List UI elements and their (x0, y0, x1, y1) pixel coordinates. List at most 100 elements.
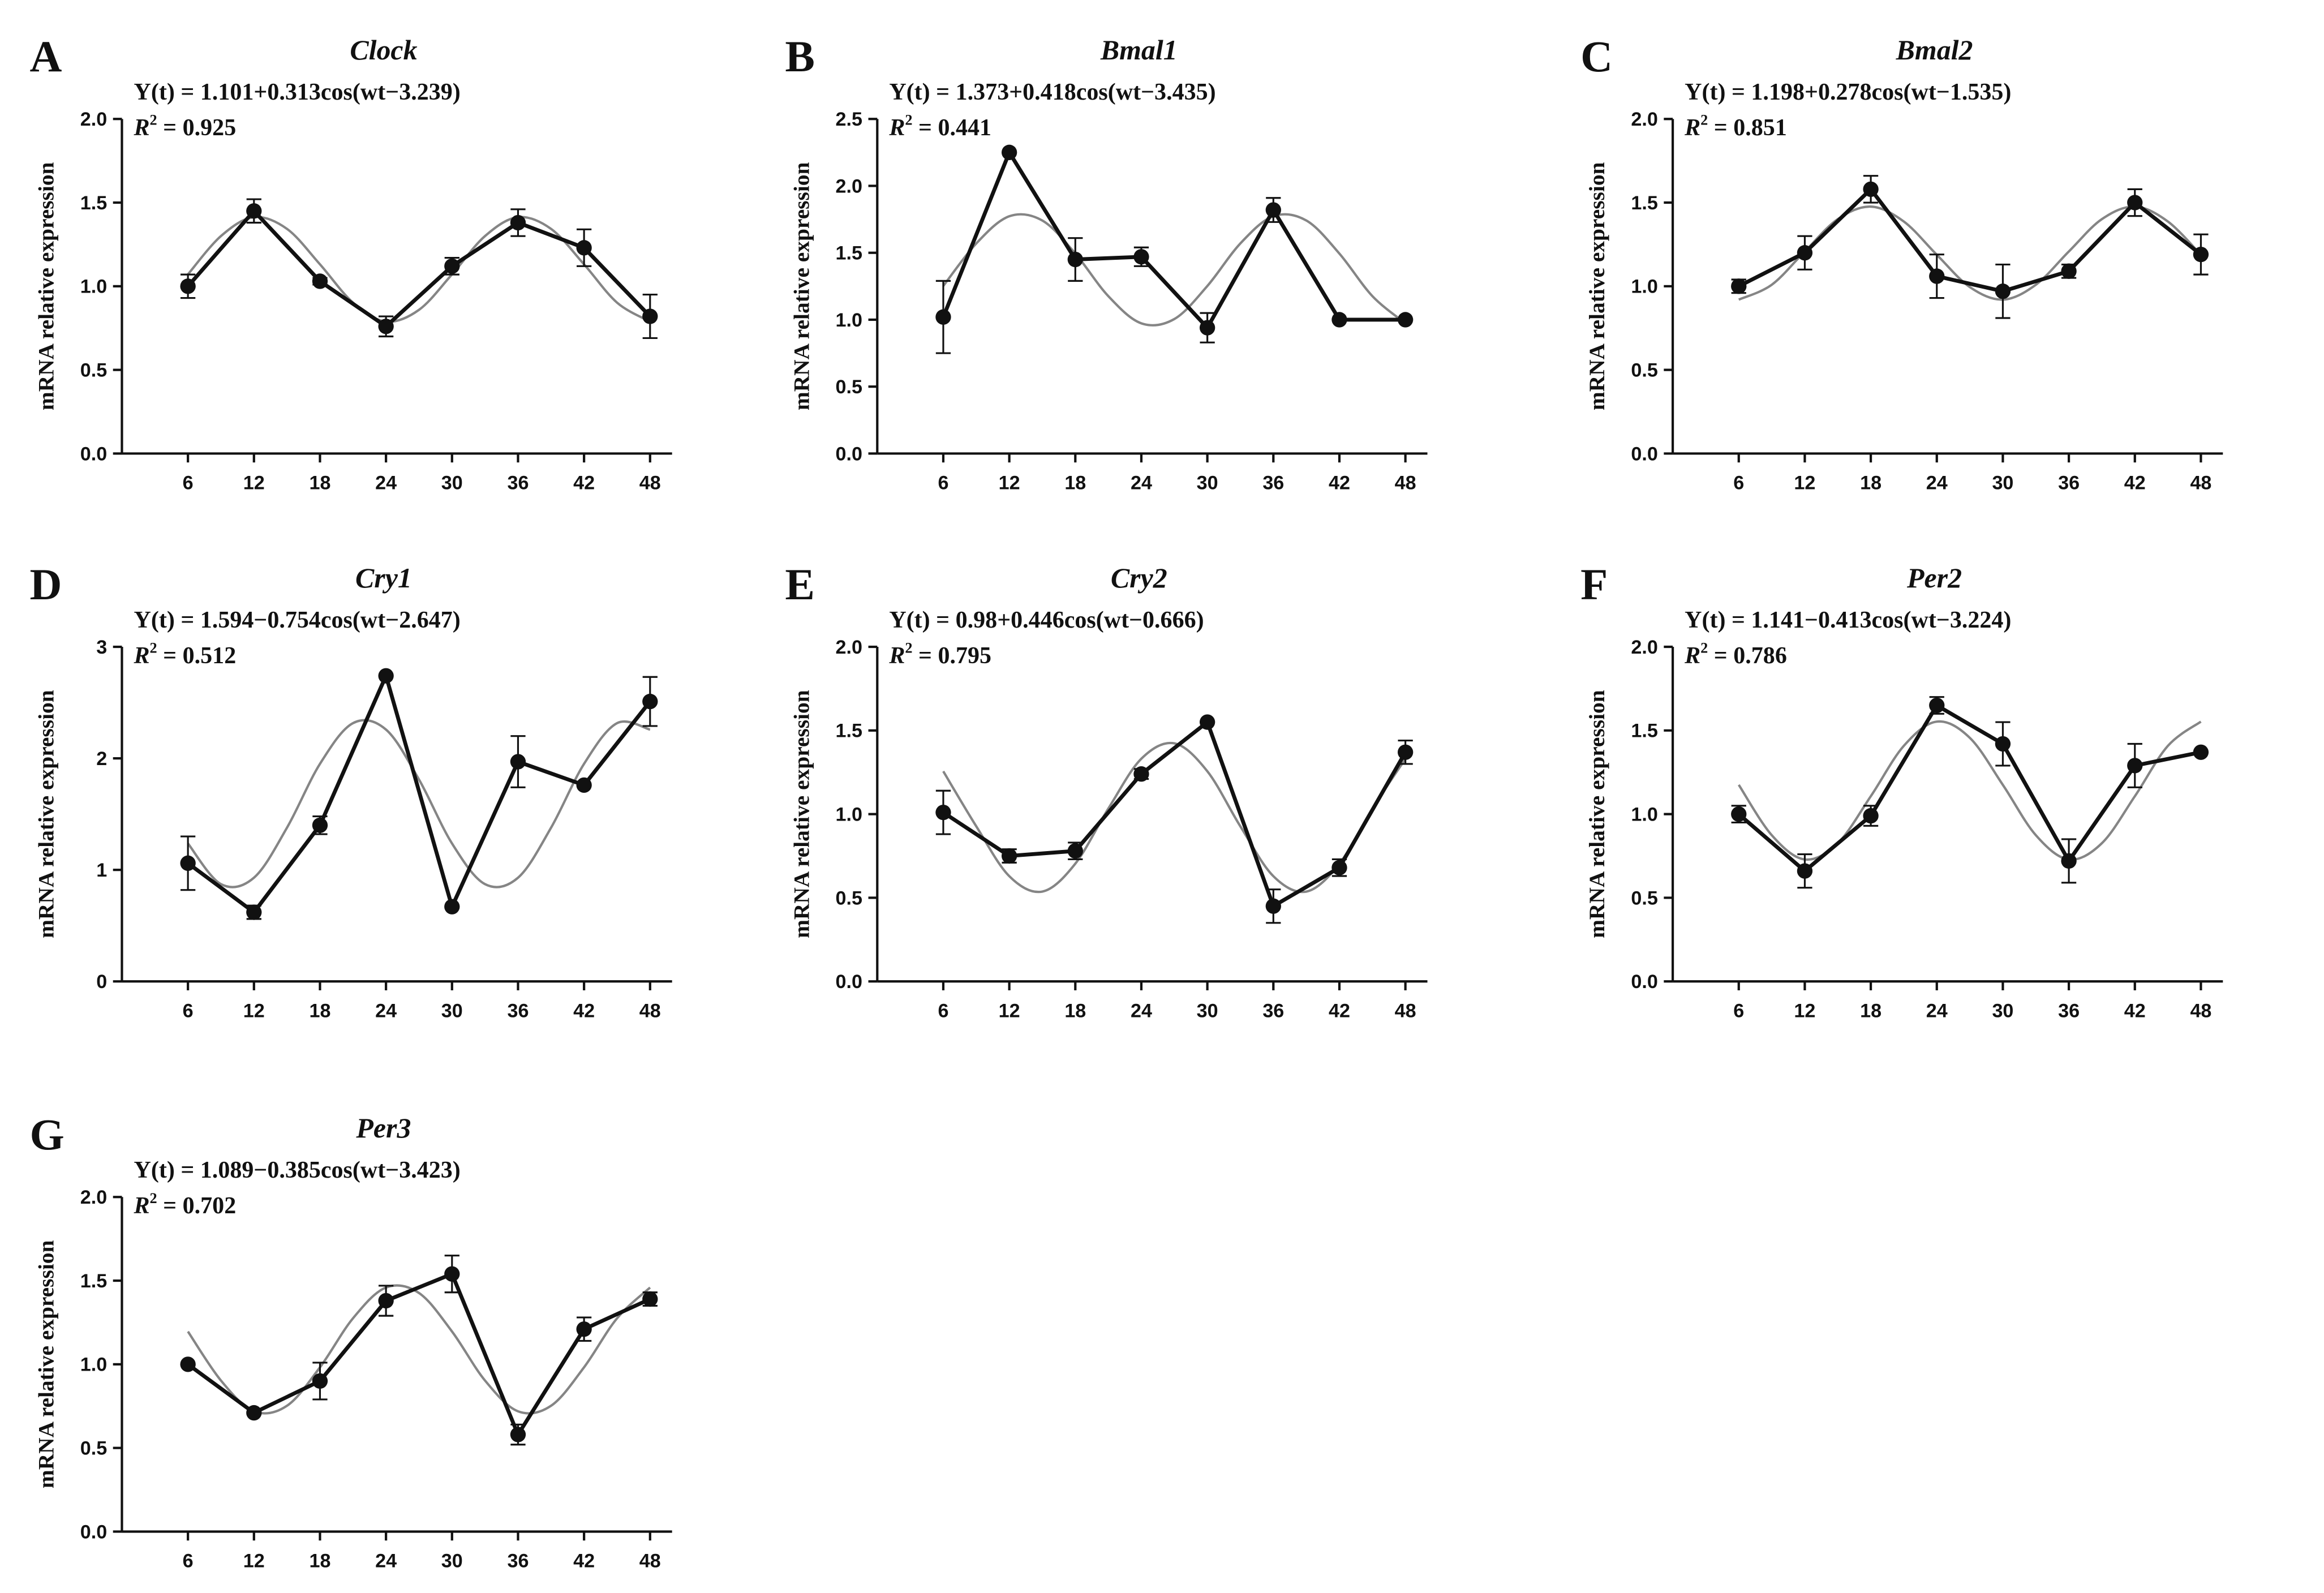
r-symbol: R (133, 115, 149, 141)
y-tick-label: 0.0 (836, 971, 862, 993)
x-tick-label: 42 (2124, 1000, 2146, 1021)
data-point (312, 273, 328, 289)
y-tick-label: 0.5 (1631, 887, 1657, 909)
r-exponent: 2 (150, 112, 157, 128)
data-point (1397, 744, 1414, 760)
x-tick-label: 12 (243, 1000, 265, 1021)
r-exponent: 2 (150, 640, 157, 656)
y-tick-label: 2.0 (80, 1187, 107, 1208)
x-tick-label: 42 (1329, 472, 1350, 493)
data-point (1199, 714, 1215, 730)
data-line (1737, 702, 2202, 874)
x-tick-label: 36 (2058, 1000, 2080, 1021)
r-squared: R2 = 0.512 (133, 640, 236, 669)
equation: Y(t) = 1.198+0.278cos(wt−1.535) (1685, 79, 2011, 105)
r-value: = 0.786 (1708, 643, 1787, 669)
x-tick-label: 30 (441, 1000, 463, 1021)
x-tick-label: 48 (1395, 1000, 1416, 1021)
y-axis-label: mRNA relative expression (789, 162, 814, 410)
equation: Y(t) = 0.98+0.446cos(wt−0.666) (889, 607, 1204, 633)
r-squared: R2 = 0.702 (133, 1190, 236, 1219)
r-value: = 0.702 (157, 1193, 237, 1219)
data-point (246, 904, 262, 920)
x-tick-label: 42 (2124, 472, 2146, 493)
data-point (1995, 736, 2011, 752)
y-axis-label: mRNA relative expression (34, 1240, 59, 1489)
r-symbol: R (1684, 643, 1700, 669)
data-point (2061, 263, 2077, 279)
data-point (1265, 202, 1281, 218)
data-point (1067, 843, 1083, 859)
y-tick-label: 0 (96, 971, 107, 993)
r-value: = 0.512 (157, 643, 237, 669)
y-tick-label: 0.0 (80, 443, 107, 465)
panel-letter: G (30, 1110, 65, 1160)
x-tick-label: 30 (1992, 1000, 2013, 1021)
x-tick-label: 18 (309, 1000, 330, 1021)
y-tick-label: 0.5 (836, 887, 862, 909)
r-exponent: 2 (905, 112, 912, 128)
x-tick-label: 6 (183, 1551, 194, 1572)
data-point (2127, 195, 2143, 211)
r-symbol: R (1684, 115, 1700, 141)
y-tick-label: 3 (96, 637, 107, 658)
y-tick-label: 2.0 (80, 109, 107, 130)
data-point (510, 1427, 526, 1442)
x-tick-label: 6 (1733, 1000, 1744, 1021)
x-tick-label: 18 (1064, 472, 1086, 493)
data-point (180, 1356, 196, 1372)
data-point (246, 203, 262, 219)
r-value: = 0.795 (913, 643, 992, 669)
equation: Y(t) = 1.594−0.754cos(wt−2.647) (134, 607, 460, 633)
y-tick-label: 1.5 (1631, 720, 1657, 742)
data-point (2061, 853, 2077, 869)
panel-letter: D (30, 560, 62, 609)
chart-title: Per2 (1906, 563, 1962, 594)
y-tick-label: 1.5 (1631, 192, 1657, 214)
y-tick-label: 0.5 (836, 376, 862, 398)
y-tick-label: 0.0 (1631, 971, 1657, 993)
data-point (642, 308, 658, 324)
x-tick-label: 48 (639, 1000, 661, 1021)
x-tick-label: 18 (309, 472, 330, 493)
panel-letter: A (30, 32, 62, 81)
x-tick-label: 42 (573, 472, 595, 493)
y-tick-label: 0.0 (836, 443, 862, 465)
data-point (642, 693, 658, 710)
r-exponent: 2 (1700, 640, 1708, 656)
x-tick-label: 36 (2058, 472, 2080, 493)
r-symbol: R (133, 643, 149, 669)
data-point (1265, 898, 1281, 914)
data-point (576, 1321, 592, 1337)
panel-letter: E (785, 560, 815, 609)
chart-title: Bmal2 (1896, 35, 1973, 66)
data-point (935, 805, 951, 821)
y-tick-label: 0.0 (80, 1521, 107, 1543)
y-tick-label: 1 (96, 860, 107, 881)
y-tick-label: 1.5 (80, 1270, 107, 1292)
fit-curve (942, 213, 1406, 327)
y-tick-label: 2.0 (836, 175, 862, 197)
data-point (378, 1293, 394, 1309)
y-tick-label: 0.5 (80, 1437, 107, 1459)
chart-title: Bmal1 (1100, 35, 1178, 66)
x-tick-label: 12 (999, 472, 1020, 493)
x-tick-label: 48 (2190, 472, 2211, 493)
x-tick-label: 36 (1262, 1000, 1284, 1021)
x-tick-label: 12 (999, 1000, 1020, 1021)
data-line (1738, 186, 2202, 294)
data-line (187, 1271, 651, 1439)
x-tick-label: 36 (1262, 472, 1284, 493)
x-tick-label: 30 (1197, 1000, 1218, 1021)
chart-panel: G Per3 Y(t) = 1.089−0.385cos(wt−3.423) R2 =… (30, 1110, 672, 1572)
r-symbol: R (888, 115, 905, 141)
y-tick-label: 1.0 (1631, 276, 1657, 298)
chart-title: Per3 (355, 1113, 411, 1144)
r-squared: R2 = 0.786 (1684, 640, 1787, 669)
fit-curve (187, 216, 651, 323)
data-line (187, 670, 652, 915)
y-tick-label: 2 (96, 748, 107, 770)
equation: Y(t) = 1.089−0.385cos(wt−3.423) (134, 1157, 460, 1183)
r-symbol: R (888, 643, 905, 669)
